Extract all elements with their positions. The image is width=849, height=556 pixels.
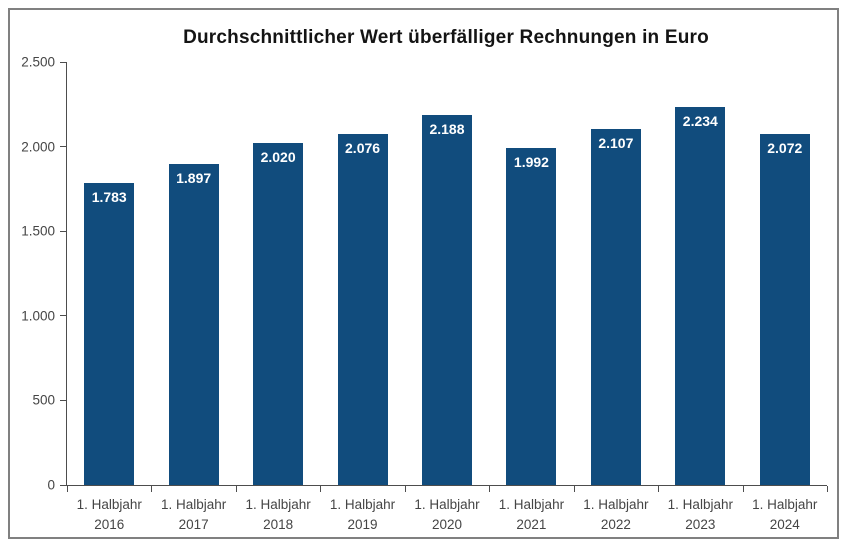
- x-axis-category-label: 1. Halbjahr 2020: [405, 495, 489, 535]
- y-axis-tick: [60, 484, 66, 486]
- x-axis-label-line2: 2024: [769, 517, 800, 532]
- x-axis-label-line2: 2017: [178, 517, 209, 532]
- y-axis-tick-label: 1.000: [21, 308, 55, 324]
- bar-value-label: 2.076: [345, 139, 381, 156]
- y-axis-tick: [60, 399, 66, 401]
- x-axis-tick: [489, 486, 491, 492]
- x-axis-label-line1: 1. Halbjahr: [583, 497, 649, 512]
- y-axis-tick-label: 2.000: [21, 139, 55, 155]
- x-axis-label-line2: 2019: [347, 517, 378, 532]
- y-axis-tick-label: 0: [47, 477, 55, 493]
- x-axis-label-line2: 2018: [263, 517, 294, 532]
- x-axis-label-line1: 1. Halbjahr: [667, 497, 733, 512]
- x-axis-tick: [658, 486, 660, 492]
- plot-area: 0 500 1.000 1.500 2.000 2.500 1.783 1. Halbjahr…: [21, 55, 828, 532]
- x-axis-tick: [742, 486, 744, 492]
- bar: 2.188: [422, 114, 472, 485]
- x-axis-label-line1: 1. Halbjahr: [498, 497, 565, 512]
- bar-value-label: 2.188: [429, 120, 465, 137]
- bar: 2.076: [337, 133, 388, 485]
- x-axis-label-line1: 1. Halbjahr: [76, 497, 142, 512]
- x-axis-label-line1: 1. Halbjahr: [161, 497, 227, 512]
- y-axis-tick-label: 1.500: [21, 223, 55, 239]
- bar: 1.897: [168, 164, 219, 485]
- bar-value-label: 1.992: [513, 153, 549, 170]
- x-axis-category-label: 1. Halbjahr 2021: [489, 495, 573, 535]
- x-axis-label-line2: 2021: [516, 517, 547, 532]
- bar-value-label: 2.020: [260, 149, 296, 166]
- x-axis-label-line2: 2022: [600, 517, 631, 532]
- bar: 1.783: [84, 183, 135, 485]
- x-axis-category-label: 1. Halbjahr 2018: [236, 495, 320, 535]
- bar-value-label: 2.107: [598, 134, 634, 151]
- bar-value-label: 1.783: [91, 189, 127, 206]
- x-axis-category-label: 1. Halbjahr 2023: [658, 495, 742, 535]
- bar: 2.072: [759, 134, 810, 485]
- bar-value-label: 1.897: [176, 170, 212, 187]
- x-axis-tick: [67, 486, 68, 492]
- x-axis-label-line2: 2020: [431, 517, 462, 532]
- y-axis-tick: [60, 230, 66, 232]
- x-axis-label-line1: 1. Halbjahr: [752, 497, 818, 512]
- x-axis-category-label: 1. Halbjahr 2024: [743, 495, 827, 535]
- x-axis-tick: [827, 486, 828, 492]
- x-axis-label-line2: 2016: [94, 517, 125, 532]
- bar-value-label: 2.234: [682, 113, 718, 130]
- x-axis-category-label: 1. Halbjahr 2016: [67, 495, 151, 535]
- x-axis-category-label: 1. Halbjahr 2017: [151, 495, 235, 535]
- y-axis-tick-label: 2.500: [21, 54, 55, 70]
- x-axis-label-line1: 1. Halbjahr: [245, 497, 311, 512]
- bar-value-label: 2.072: [767, 140, 803, 157]
- y-axis-tick: [60, 315, 66, 317]
- x-axis-label-line1: 1. Halbjahr: [414, 497, 480, 512]
- x-axis-label-line1: 1. Halbjahr: [329, 497, 396, 512]
- bar: 2.020: [253, 143, 304, 485]
- bar: 2.107: [590, 128, 641, 485]
- x-axis-tick: [235, 486, 237, 492]
- x-axis-category-label: 1. Halbjahr 2022: [574, 495, 658, 535]
- bar: 2.234: [675, 107, 726, 485]
- x-axis-tick: [573, 486, 575, 492]
- chart-title: Durchschnittlicher Wert überfälliger Rec…: [183, 27, 709, 48]
- y-axis-tick: [60, 61, 66, 63]
- x-axis-category-label: 1. Halbjahr 2019: [320, 495, 404, 535]
- x-axis-tick: [404, 486, 406, 492]
- bar: 1.992: [506, 147, 557, 485]
- y-axis-tick: [60, 146, 66, 148]
- x-axis-label-line2: 2023: [685, 517, 716, 532]
- x-axis-tick: [320, 486, 322, 492]
- x-axis-tick: [151, 486, 153, 492]
- y-axis-tick-label: 500: [32, 392, 55, 408]
